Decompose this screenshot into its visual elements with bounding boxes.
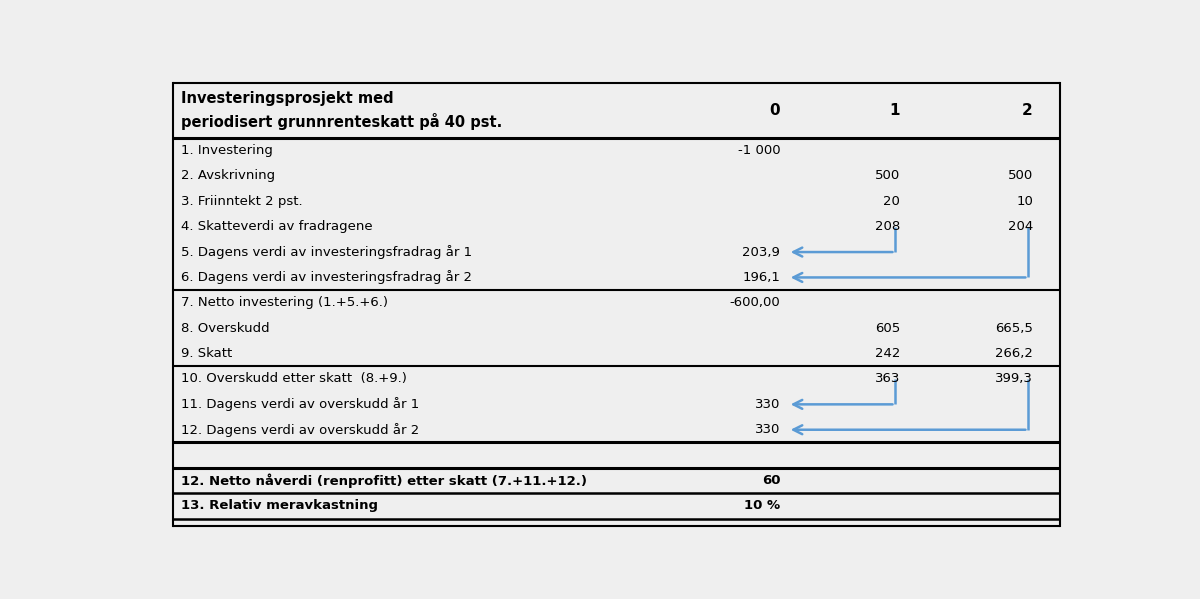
Text: 4. Skatteverdi av fradragene: 4. Skatteverdi av fradragene: [181, 220, 372, 233]
Text: 10. Overskudd etter skatt  (8.+9.): 10. Overskudd etter skatt (8.+9.): [181, 373, 407, 386]
Text: 10: 10: [1016, 195, 1033, 208]
Text: 330: 330: [755, 398, 780, 411]
Text: 12. Dagens verdi av overskudd år 2: 12. Dagens verdi av overskudd år 2: [181, 423, 419, 437]
Text: 196,1: 196,1: [743, 271, 780, 284]
Text: periodisert grunnrenteskatt på 40 pst.: periodisert grunnrenteskatt på 40 pst.: [181, 113, 502, 130]
Text: 9. Skatt: 9. Skatt: [181, 347, 232, 360]
Text: 2. Avskrivning: 2. Avskrivning: [181, 170, 275, 183]
Text: 13. Relativ meravkastning: 13. Relativ meravkastning: [181, 500, 378, 512]
Text: 399,3: 399,3: [995, 373, 1033, 386]
Text: 605: 605: [875, 322, 900, 335]
Text: -1 000: -1 000: [738, 144, 780, 157]
Text: 12. Netto nåverdi (renprofitt) etter skatt (7.+11.+12.): 12. Netto nåverdi (renprofitt) etter ska…: [181, 473, 587, 488]
Text: -600,00: -600,00: [730, 297, 780, 309]
Text: 1. Investering: 1. Investering: [181, 144, 272, 157]
Text: 5. Dagens verdi av investeringsfradrag år 1: 5. Dagens verdi av investeringsfradrag å…: [181, 245, 472, 259]
Text: 8. Overskudd: 8. Overskudd: [181, 322, 269, 335]
Text: 500: 500: [1008, 170, 1033, 183]
Text: 0: 0: [769, 103, 780, 118]
Text: 208: 208: [875, 220, 900, 233]
Text: 20: 20: [883, 195, 900, 208]
Text: 11. Dagens verdi av overskudd år 1: 11. Dagens verdi av overskudd år 1: [181, 397, 419, 412]
Text: Investeringsprosjekt med: Investeringsprosjekt med: [181, 91, 394, 106]
Text: 7. Netto investering (1.+5.+6.): 7. Netto investering (1.+5.+6.): [181, 297, 388, 309]
Text: 665,5: 665,5: [995, 322, 1033, 335]
Text: 330: 330: [755, 423, 780, 436]
Text: 3. Friinntekt 2 pst.: 3. Friinntekt 2 pst.: [181, 195, 302, 208]
Text: 1: 1: [889, 103, 900, 118]
Text: 266,2: 266,2: [995, 347, 1033, 360]
Text: 500: 500: [875, 170, 900, 183]
Text: 363: 363: [875, 373, 900, 386]
Text: 6. Dagens verdi av investeringsfradrag år 2: 6. Dagens verdi av investeringsfradrag å…: [181, 271, 472, 285]
Text: 2: 2: [1022, 103, 1033, 118]
Text: 242: 242: [875, 347, 900, 360]
Text: 60: 60: [762, 474, 780, 487]
Text: 10 %: 10 %: [744, 500, 780, 512]
Text: 204: 204: [1008, 220, 1033, 233]
Text: 203,9: 203,9: [743, 246, 780, 259]
